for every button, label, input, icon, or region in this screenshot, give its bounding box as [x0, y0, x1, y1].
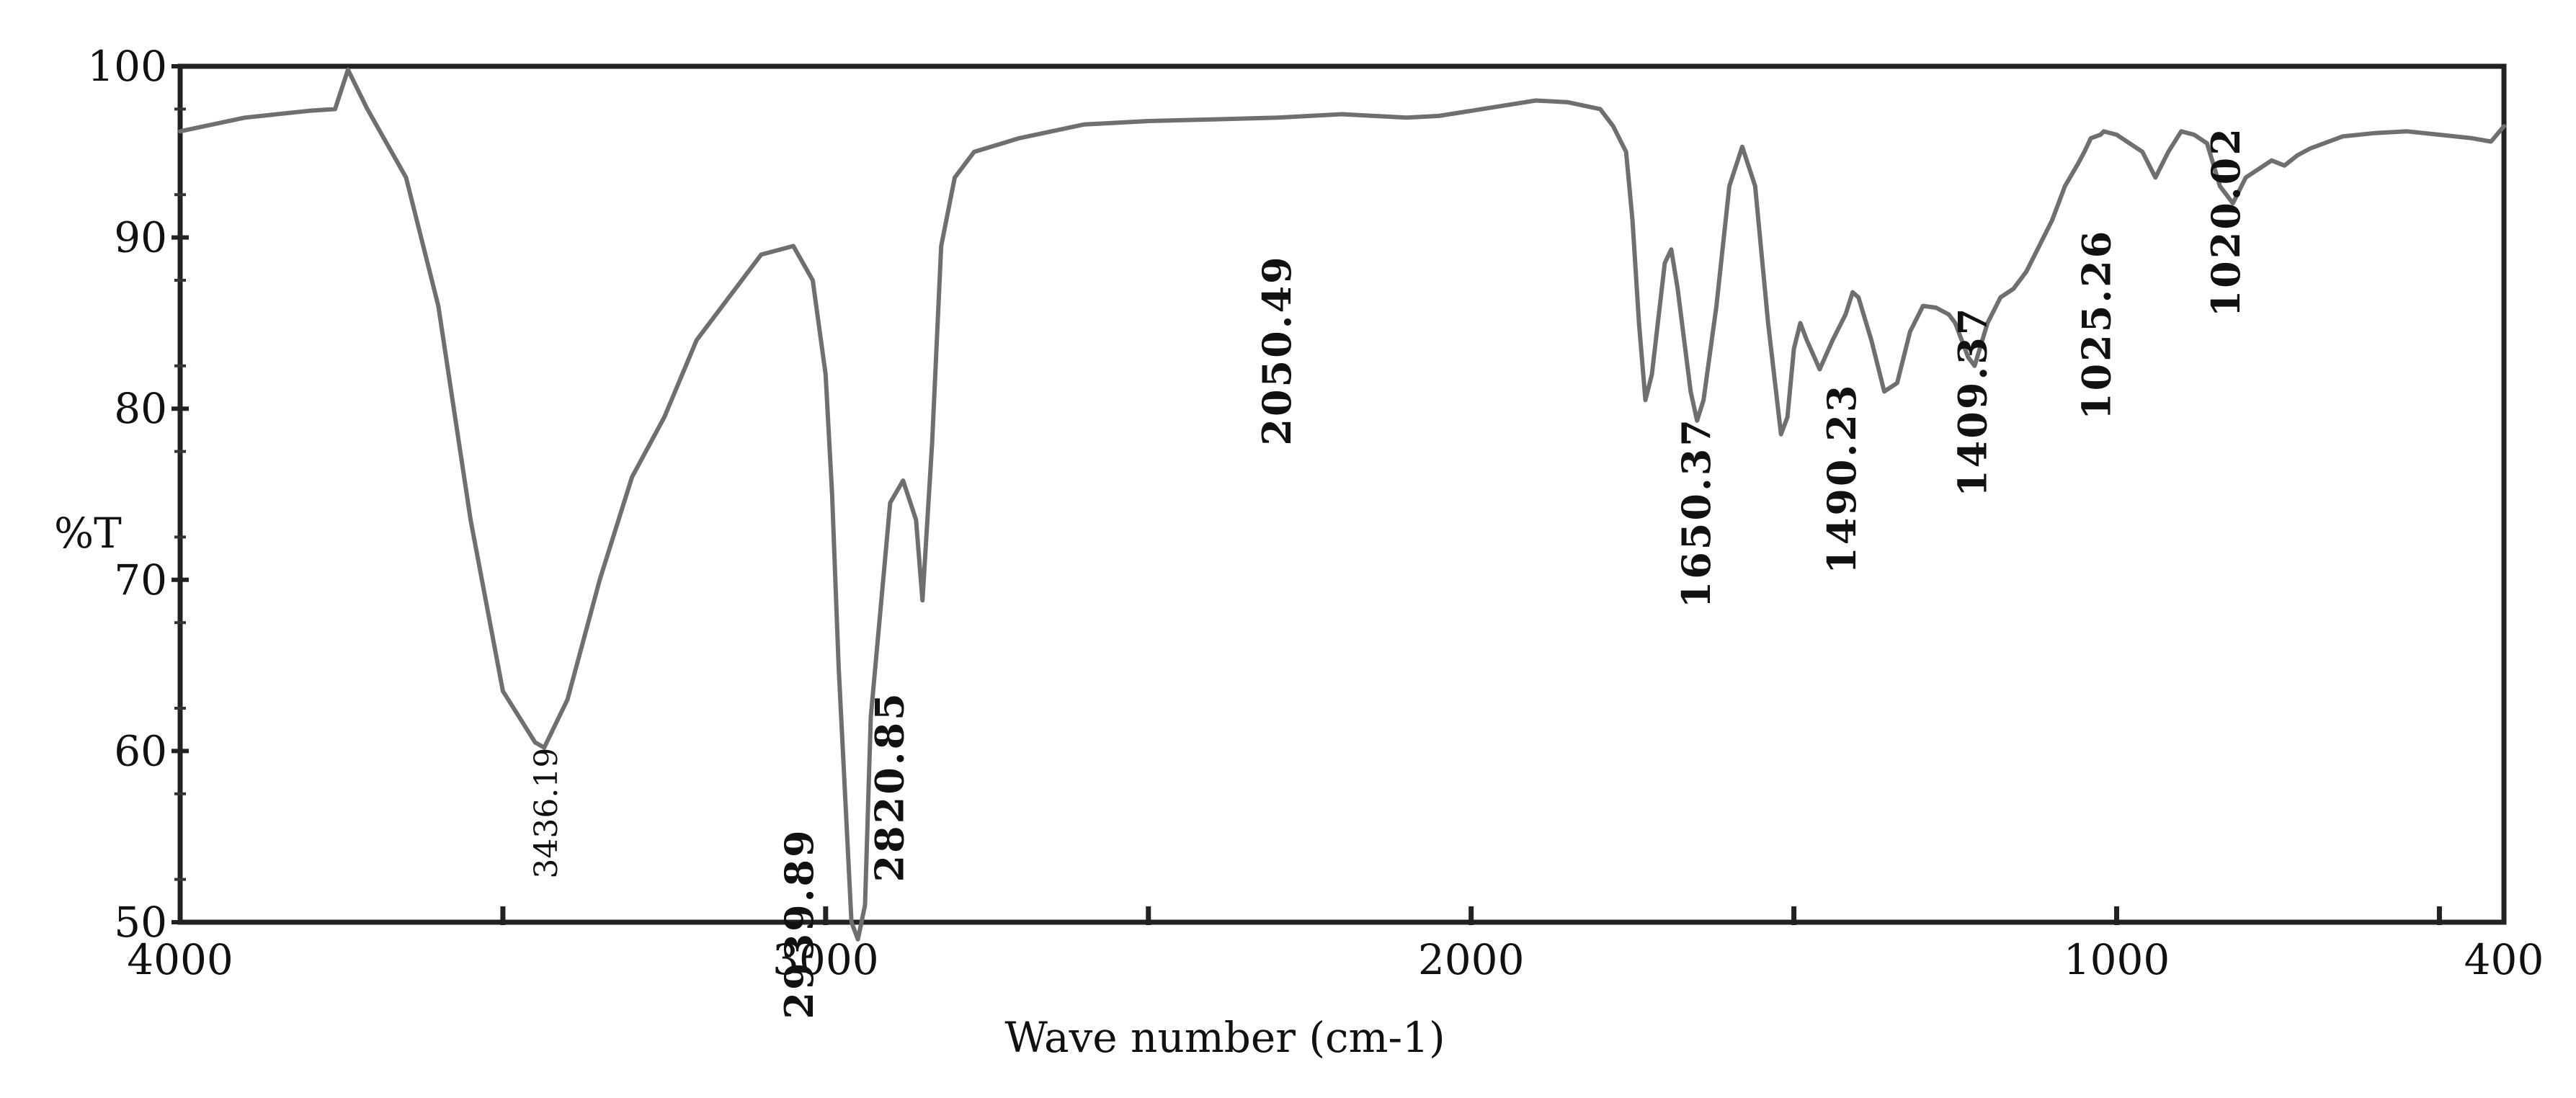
y-tick-label: 80: [114, 384, 167, 433]
y-axis-label: %T: [54, 509, 122, 558]
x-tick-label: 400: [2464, 935, 2544, 984]
x-tick-label: 4000: [127, 935, 233, 984]
x-axis-label: Wave number (cm-1): [1004, 1013, 1445, 1062]
peak-label: 1020.02: [2203, 126, 2249, 317]
x-tick-label: 1000: [2064, 935, 2170, 984]
y-tick-label: 60: [114, 726, 167, 775]
y-tick-labels: 50 60 70 80 90 100: [87, 42, 167, 947]
x-tick-labels: 4000 3000 2000 1000 400: [127, 935, 2544, 984]
peak-label: 1409.37: [1950, 306, 1996, 497]
y-tick-label: 70: [114, 555, 167, 604]
peak-label: 2820.85: [866, 691, 912, 882]
plot-frame: [177, 63, 2507, 925]
peak-label: 1025.26: [2074, 229, 2120, 420]
peak-label: 1490.23: [1819, 383, 1865, 574]
x-tick-label: 3000: [772, 935, 879, 984]
x-tick-label: 2000: [1418, 935, 1525, 984]
y-tick-label: 50: [114, 898, 167, 947]
peak-annotations: 3436.19 2939.89 2820.85 2050.49 1650.37 1490.…: [528, 126, 2249, 1019]
series-line: [178, 67, 2506, 942]
peak-label: 2939.89: [776, 828, 822, 1019]
y-tick-label: 100: [87, 42, 167, 91]
peak-label: 2050.49: [1254, 254, 1300, 445]
peak-label: 1650.37: [1673, 417, 1719, 608]
tick-marks: [171, 64, 2442, 925]
peak-label: 3436.19: [528, 748, 565, 879]
y-tick-label: 90: [114, 213, 167, 262]
